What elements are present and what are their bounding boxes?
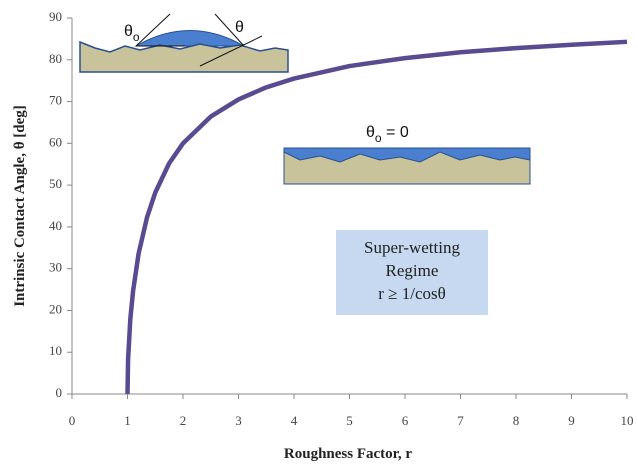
y-tick-label: 70: [49, 93, 62, 108]
y-tick-label: 20: [49, 301, 62, 316]
droplet-inset: [79, 13, 289, 73]
theta-o-eq: θo = 0: [366, 124, 409, 145]
y-tick-label: 90: [49, 9, 62, 24]
x-tick-label: 2: [180, 413, 187, 428]
theta-o-label: θo: [124, 23, 140, 44]
x-tick-label: 0: [69, 413, 76, 428]
y-tick-label: 30: [49, 260, 62, 275]
x-tick-label: 3: [235, 413, 242, 428]
y-tick-label: 60: [49, 134, 62, 149]
y-tick-label: 50: [49, 176, 62, 191]
x-tick-label: 5: [346, 413, 353, 428]
regime-box: [336, 230, 488, 315]
x-tick-label: 1: [124, 413, 131, 428]
x-axis-label: Roughness Factor, r: [284, 446, 413, 462]
equals: = 0: [382, 124, 409, 141]
regime-line: Regime: [386, 261, 439, 280]
regime-line: Super-wetting: [364, 238, 460, 257]
y-tick-label: 80: [49, 51, 62, 66]
x-tick-label: 6: [402, 413, 409, 428]
subscript: o: [133, 30, 140, 44]
y-tick-label: 10: [49, 343, 62, 358]
theta: θ: [124, 23, 133, 40]
theta-label: θ: [235, 19, 244, 36]
wetted-inset: [283, 147, 531, 185]
subscript: o: [375, 131, 382, 145]
x-tick-label: 8: [513, 413, 520, 428]
x-tick-label: 7: [457, 413, 464, 428]
y-axis-label: Intrinsic Contact Angle, θ [deg]: [12, 105, 28, 307]
theta: θ: [366, 124, 375, 141]
regime-line: r ≥ 1/cosθ: [378, 284, 446, 303]
x-tick-label: 10: [621, 413, 634, 428]
y-tick-label: 0: [56, 385, 63, 400]
curve: [125, 39, 628, 395]
x-tick-label: 4: [291, 413, 298, 428]
y-tick-label: 40: [49, 218, 62, 233]
x-tick-label: 9: [568, 413, 575, 428]
